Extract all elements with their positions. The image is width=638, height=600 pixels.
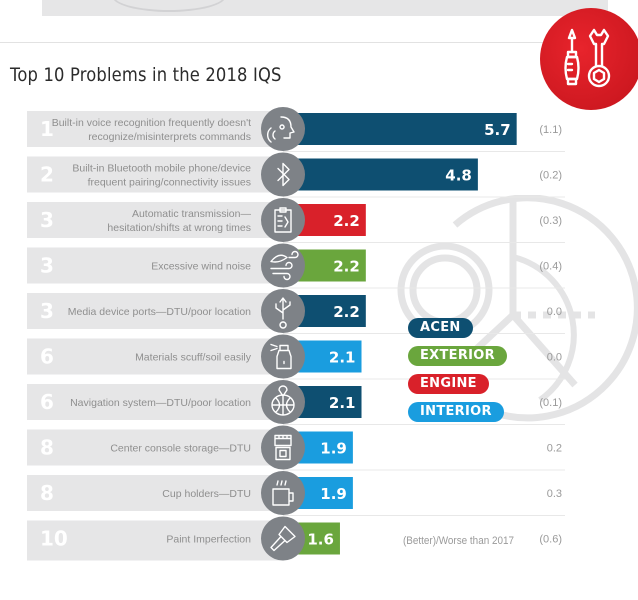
legend-pill-interior: INTERIOR xyxy=(408,402,504,422)
rank-label: 8 xyxy=(40,436,54,460)
problem-label: Center console storage—DTU xyxy=(110,443,251,455)
rank-label: 3 xyxy=(40,299,54,323)
row-panel xyxy=(27,111,283,147)
chart-title: Top 10 Problems in the 2018 IQS xyxy=(10,64,282,86)
row-panel xyxy=(27,202,283,238)
problem-label: Built-in voice recognition frequently do… xyxy=(52,117,251,129)
rank-label: 6 xyxy=(40,345,54,369)
row-panel xyxy=(27,475,283,511)
bar-value-label: 2.2 xyxy=(333,212,360,230)
icon-circle xyxy=(261,243,305,288)
bar-value-label: 1.9 xyxy=(320,440,347,458)
rank-label: 1 xyxy=(40,117,54,141)
spray-bottle-icon xyxy=(270,343,292,370)
usb-icon xyxy=(275,297,291,329)
paint-brush-icon xyxy=(270,525,296,552)
bar-value-label: 1.6 xyxy=(307,531,334,549)
bar-value-label: 2.1 xyxy=(329,394,356,412)
icon-circle xyxy=(261,198,305,242)
legend-pill-exterior: EXTERIOR xyxy=(408,346,507,366)
legend-pill-acen: ACEN xyxy=(408,318,473,338)
console-storage-icon xyxy=(274,434,292,461)
change-vs-2017: (0.6) xyxy=(539,534,562,546)
row-panel xyxy=(27,429,283,466)
legend: ACEN EXTERIOR ENGINE INTERIOR xyxy=(408,318,507,430)
change-vs-2017: (0.1) xyxy=(539,397,562,409)
gauge-watermark-graphic xyxy=(397,195,638,422)
bluetooth-icon xyxy=(277,162,290,187)
row-panel xyxy=(27,156,283,193)
row-panel xyxy=(27,293,283,329)
icon-circle xyxy=(261,334,305,379)
problem-label: recognize/misinterprets commands xyxy=(88,131,251,143)
bar-value-label: 2.1 xyxy=(329,349,356,367)
change-column-footnote: (Better)/Worse than 2017 xyxy=(403,535,514,547)
problem-label: Navigation system—DTU/poor location xyxy=(70,397,251,409)
bar-value-label: 1.9 xyxy=(320,485,347,503)
tools-badge xyxy=(540,8,638,110)
row-panel xyxy=(27,247,283,284)
previous-section-panel xyxy=(42,0,608,16)
bar-value-label: 2.2 xyxy=(333,303,360,321)
tools-icon xyxy=(564,28,611,88)
change-vs-2017: (0.4) xyxy=(539,261,562,273)
change-vs-2017: 0.3 xyxy=(547,488,562,500)
bar-acen xyxy=(271,113,517,145)
icon-circle xyxy=(261,471,305,515)
problem-label: Materials scuff/soil easily xyxy=(135,352,252,364)
navigation-globe-icon xyxy=(271,385,295,416)
problem-label: Cup holders—DTU xyxy=(162,488,251,500)
rank-label: 8 xyxy=(40,481,54,505)
problem-label: Automatic transmission— xyxy=(132,208,252,220)
bar-value-label: 2.2 xyxy=(333,258,360,276)
bar-value-label: 5.7 xyxy=(484,121,511,139)
bar-value-label: 4.8 xyxy=(445,167,472,185)
change-vs-2017: (0.3) xyxy=(539,215,562,227)
change-vs-2017: 0.0 xyxy=(547,352,562,364)
problem-label: Paint Imperfection xyxy=(166,534,251,546)
bar-acen xyxy=(271,158,478,191)
problem-label: Media device ports—DTU/poor location xyxy=(68,306,251,318)
problem-label: Built-in Bluetooth mobile phone/device xyxy=(72,163,251,175)
row-panel xyxy=(27,338,283,375)
change-vs-2017: 0.2 xyxy=(547,443,562,455)
rank-label: 6 xyxy=(40,390,54,414)
change-vs-2017: 0.0 xyxy=(547,306,562,318)
cup-holder-icon xyxy=(272,480,294,506)
rank-label: 2 xyxy=(40,163,54,187)
row-panel xyxy=(27,520,283,561)
rank-label: 3 xyxy=(40,208,54,232)
problem-label: hesitation/shifts at wrong times xyxy=(107,222,251,234)
rank-label: 10 xyxy=(40,527,68,551)
problem-label: frequent pairing/connectivity issues xyxy=(88,177,251,189)
change-vs-2017: (0.2) xyxy=(539,170,562,182)
problem-label: Excessive wind noise xyxy=(151,261,251,273)
legend-pill-engine: ENGINE xyxy=(408,374,489,394)
change-vs-2017: (1.1) xyxy=(539,124,562,136)
voice-recognition-icon xyxy=(267,116,295,143)
wind-icon xyxy=(270,250,299,281)
rank-label: 3 xyxy=(40,254,54,278)
transmission-clipboard-icon xyxy=(274,207,292,233)
row-panel xyxy=(27,384,283,420)
section-divider xyxy=(0,42,638,43)
